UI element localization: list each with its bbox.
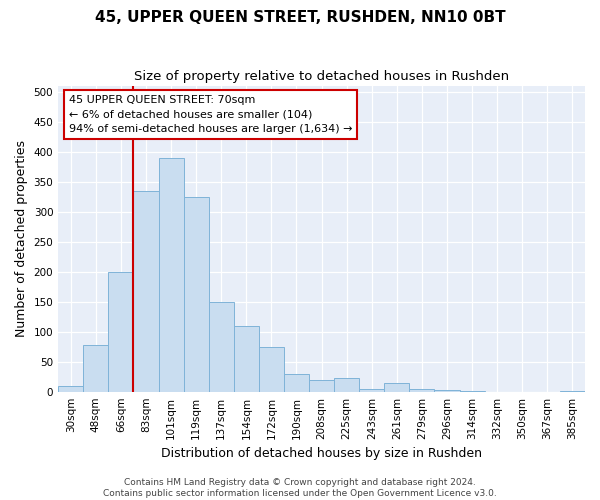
Bar (560, 391, 585, 392)
Bar (109, 272, 133, 392)
Bar (259, 346, 284, 392)
Text: Contains HM Land Registry data © Crown copyright and database right 2024.
Contai: Contains HM Land Registry data © Crown c… (103, 478, 497, 498)
Text: 45, UPPER QUEEN STREET, RUSHDEN, NN10 0BT: 45, UPPER QUEEN STREET, RUSHDEN, NN10 0B… (95, 10, 505, 25)
Bar (209, 302, 234, 392)
Title: Size of property relative to detached houses in Rushden: Size of property relative to detached ho… (134, 70, 509, 83)
Bar (460, 391, 485, 392)
Bar (359, 388, 385, 392)
Bar (234, 326, 259, 392)
Bar (58, 386, 83, 392)
Bar (184, 196, 209, 392)
Bar (83, 345, 109, 392)
Bar (158, 158, 184, 392)
Bar (334, 378, 359, 392)
Bar (385, 382, 409, 392)
X-axis label: Distribution of detached houses by size in Rushden: Distribution of detached houses by size … (161, 447, 482, 460)
Bar (309, 380, 334, 392)
Bar (434, 390, 460, 392)
Bar (284, 374, 309, 392)
Y-axis label: Number of detached properties: Number of detached properties (15, 140, 28, 337)
Bar (409, 388, 434, 392)
Bar (133, 190, 158, 392)
Text: 45 UPPER QUEEN STREET: 70sqm
← 6% of detached houses are smaller (104)
94% of se: 45 UPPER QUEEN STREET: 70sqm ← 6% of det… (69, 94, 352, 134)
